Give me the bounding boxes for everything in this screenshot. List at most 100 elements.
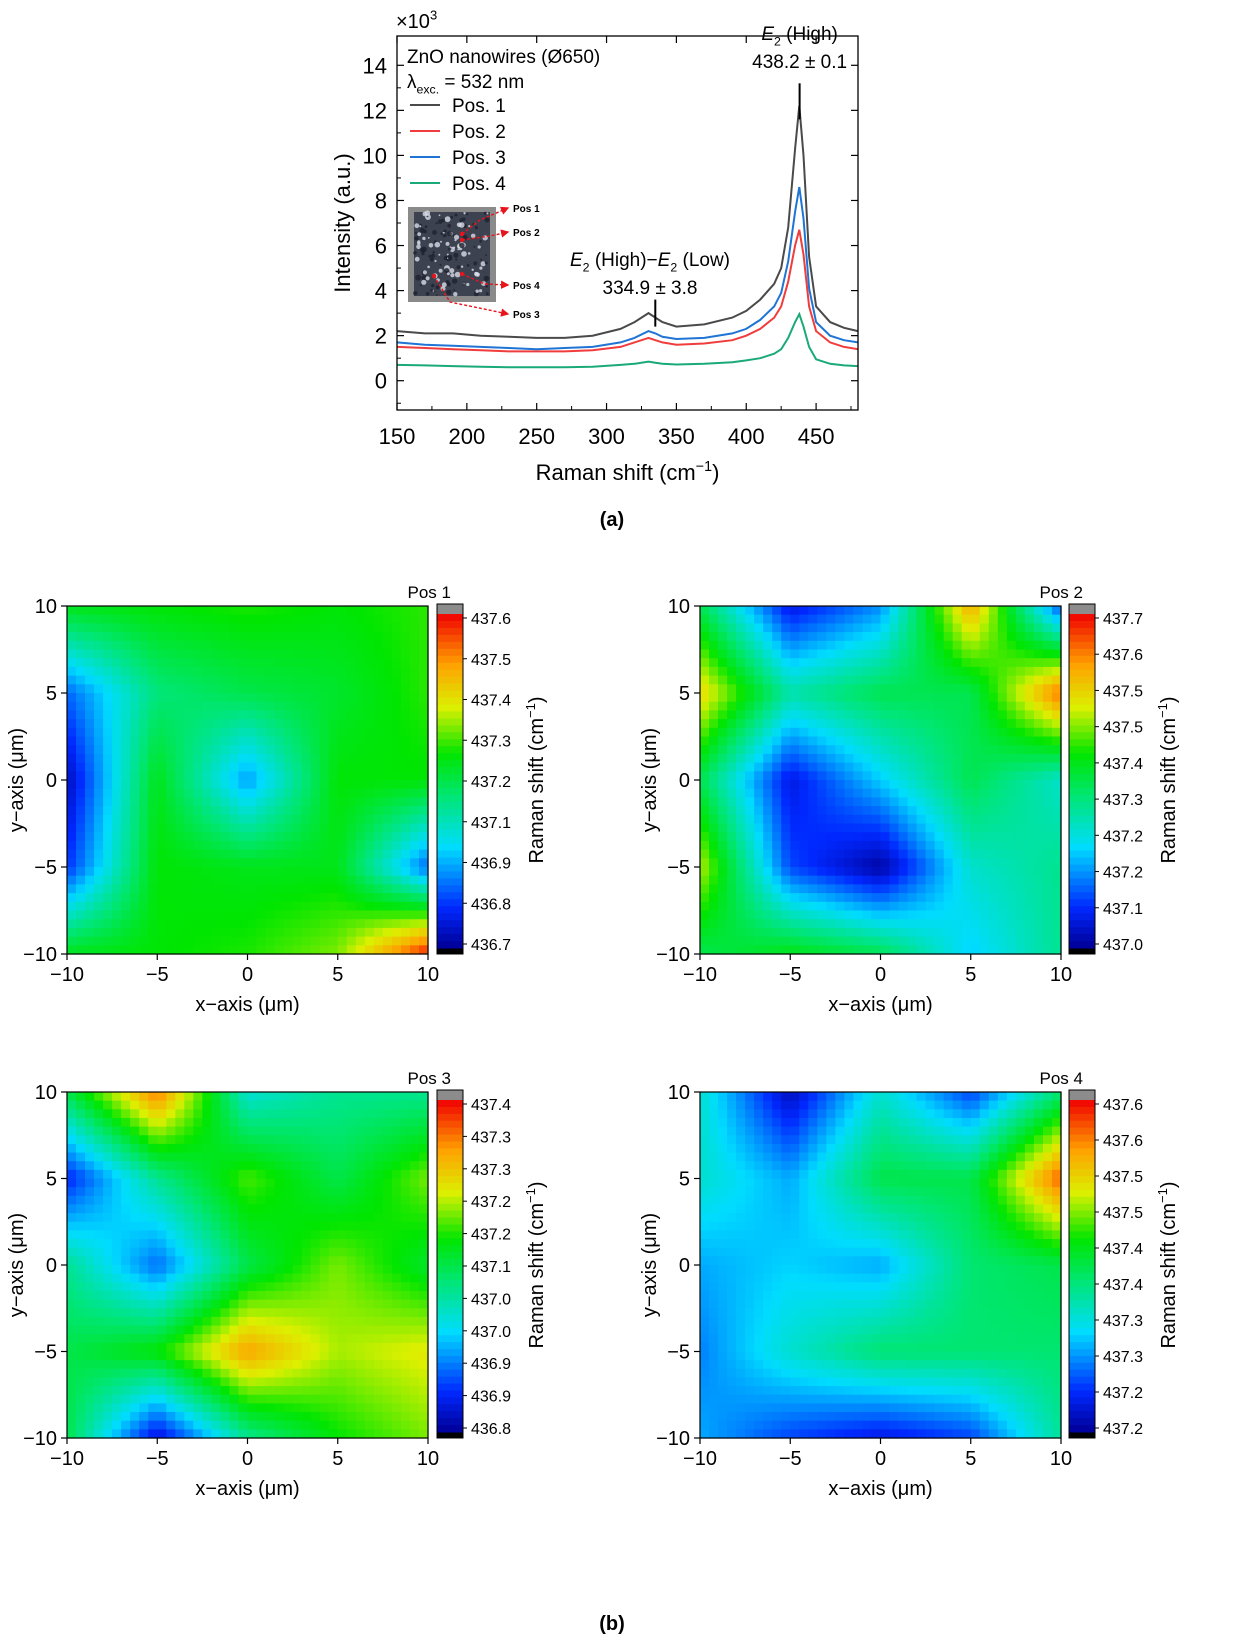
map-cell [148, 1126, 158, 1136]
map-cell [907, 666, 918, 677]
map-cell [220, 649, 231, 659]
map-cell [889, 606, 900, 616]
map-cell [175, 910, 185, 920]
map-cell [889, 614, 900, 624]
annotation-e2-diff: E2 (High)−E2 (Low) [570, 250, 730, 275]
map-cell [781, 675, 791, 685]
map-cell [112, 1092, 122, 1102]
map-cell [364, 797, 375, 807]
map-cell [238, 927, 249, 938]
map-cell [328, 1239, 339, 1249]
map-cell [337, 1213, 348, 1223]
map-cell [121, 1377, 131, 1387]
map-cell [907, 901, 918, 912]
map-cell [835, 719, 846, 729]
map-cell [283, 840, 294, 851]
map-cell [763, 736, 773, 746]
map-cell [736, 858, 746, 868]
map-cell [745, 910, 755, 920]
map-cell [364, 858, 375, 868]
map-cell [382, 814, 393, 825]
map-cell [211, 1100, 222, 1110]
map-cell [907, 684, 918, 694]
map-cell [139, 684, 149, 694]
colorbar-tick-label: 437.6 [1103, 647, 1143, 664]
map-cell [997, 867, 1008, 877]
map-cell [754, 623, 764, 633]
map-cell [67, 684, 77, 694]
map-cell [925, 753, 936, 764]
map-cell [916, 736, 927, 746]
colorbar-tick-label: 437.5 [471, 652, 511, 669]
x-tick-label: 200 [448, 424, 485, 449]
map-cell [880, 893, 891, 903]
map-cell [817, 936, 827, 946]
map-cell [1033, 693, 1044, 703]
map-cell [229, 719, 240, 729]
map-cell [220, 658, 231, 668]
map-cell [112, 1187, 122, 1197]
map-cell [418, 649, 429, 659]
map-cell [763, 806, 773, 816]
map-cell [283, 1273, 294, 1283]
map-cell [727, 927, 737, 938]
map-cell [355, 780, 366, 790]
map-cell [400, 797, 411, 807]
legend-excitation: λexc. = 532 nm [407, 72, 524, 97]
map-cell [274, 640, 285, 651]
map-cell [817, 788, 827, 798]
map-cell [121, 893, 131, 903]
map-cell [808, 814, 818, 825]
map-cell [85, 788, 95, 798]
map-cell [736, 849, 746, 859]
map-cell [211, 710, 222, 720]
map-cell [220, 901, 231, 912]
map-cell [754, 910, 764, 920]
map-cell [718, 623, 728, 633]
map-cell [301, 858, 312, 868]
map-cell [898, 814, 909, 825]
map-cell [337, 806, 348, 816]
map-cell [409, 867, 420, 877]
map-cell [184, 927, 194, 938]
map-cell [400, 753, 411, 764]
map-cell [193, 649, 203, 659]
map-cell [166, 919, 176, 929]
map-cell [220, 840, 231, 851]
map-cell [283, 875, 294, 885]
colorbar-band [437, 711, 463, 719]
map-cell [364, 1092, 375, 1102]
map-cell [229, 1316, 240, 1327]
map-cell [916, 606, 927, 616]
map-cell [889, 701, 900, 711]
map-cell [898, 614, 909, 624]
map-cell [238, 806, 249, 816]
map-cell [328, 1178, 339, 1188]
y-tick-label: 12 [363, 98, 387, 123]
map-cell [67, 640, 77, 651]
map-x-tick-label: 0 [875, 964, 886, 986]
map-cell [256, 1143, 267, 1154]
map-cell [925, 649, 936, 659]
map-cell [157, 1368, 167, 1379]
map-cell [835, 753, 846, 764]
map-cell [943, 614, 954, 624]
inset-texture [466, 282, 470, 287]
map-cell [157, 893, 167, 903]
map-cell [301, 684, 312, 694]
map-cell [337, 1325, 348, 1335]
map-cell [76, 919, 86, 929]
map-cell [889, 658, 900, 668]
colorbar-band [437, 634, 463, 643]
map-cell [355, 797, 366, 807]
map-cell [319, 1265, 330, 1275]
map-cell [391, 875, 402, 885]
map-cell [880, 858, 891, 868]
map-cell [952, 727, 963, 738]
map-cell [265, 1394, 276, 1404]
map-cell [130, 832, 140, 842]
map-cell [175, 1342, 185, 1353]
map-cell [736, 684, 746, 694]
map-cell [85, 1143, 95, 1154]
